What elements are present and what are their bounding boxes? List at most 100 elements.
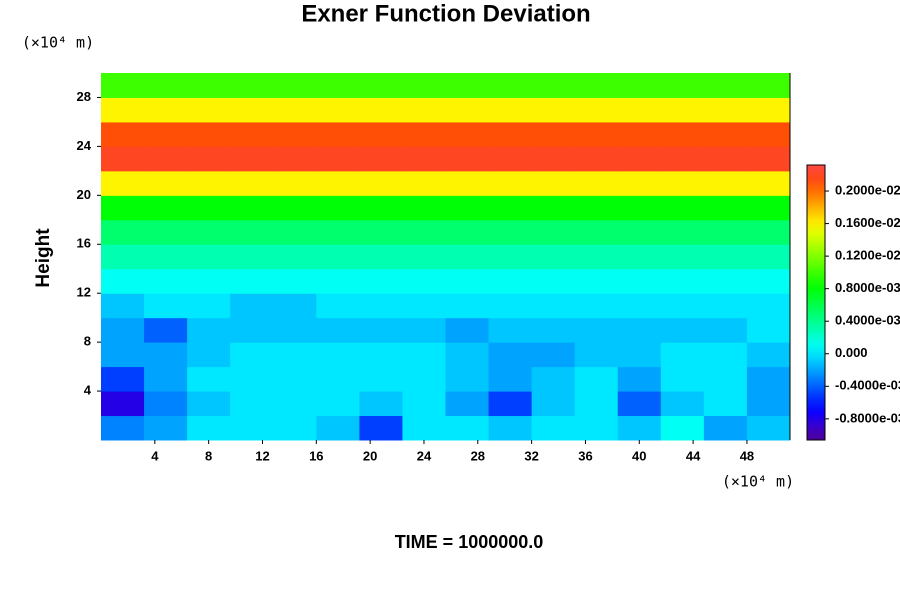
cell	[273, 293, 317, 319]
cell	[488, 293, 533, 319]
cell	[531, 73, 576, 98]
cell	[273, 317, 317, 343]
cell	[703, 415, 748, 441]
cell	[187, 121, 231, 147]
cell	[488, 317, 533, 343]
cell	[574, 195, 619, 221]
cell	[187, 342, 231, 368]
x-tick-label: 44	[686, 448, 701, 463]
cell	[230, 317, 274, 343]
cell	[273, 195, 317, 221]
x-tick-label: 36	[578, 448, 592, 463]
cell	[574, 97, 619, 123]
y-tick-label: 4	[84, 383, 92, 398]
cell	[617, 415, 662, 441]
colorbar-label: -0.8000e-03	[835, 410, 900, 425]
cell	[703, 219, 748, 245]
cell	[574, 170, 619, 196]
cell	[531, 415, 576, 441]
cell	[144, 73, 188, 98]
cell	[617, 146, 662, 172]
cell	[230, 73, 274, 98]
cell	[402, 342, 446, 368]
cell	[230, 121, 274, 147]
cell	[273, 366, 317, 392]
cell	[230, 97, 274, 123]
cell	[230, 342, 274, 368]
cell	[187, 97, 231, 123]
cell	[660, 293, 705, 319]
cell	[660, 170, 705, 196]
cell	[273, 342, 317, 368]
x-tick-label: 12	[255, 448, 269, 463]
cell	[273, 170, 317, 196]
cell	[402, 293, 446, 319]
cell	[445, 219, 490, 245]
time-label: TIME = 1000000.0	[395, 532, 544, 552]
cell	[746, 415, 791, 441]
cell	[617, 219, 662, 245]
cell	[703, 293, 748, 319]
y-tick-label: 12	[77, 285, 91, 300]
cell	[144, 293, 188, 319]
cell	[445, 293, 490, 319]
cell	[144, 219, 188, 245]
cell	[703, 244, 748, 270]
cell	[402, 391, 446, 417]
cell	[488, 73, 533, 98]
cell	[488, 121, 533, 147]
chart-title: Exner Function Deviation	[301, 0, 590, 27]
cell	[359, 121, 403, 147]
cell	[531, 146, 576, 172]
cell	[746, 244, 791, 270]
cell	[359, 366, 403, 392]
cell	[574, 317, 619, 343]
cell	[359, 342, 403, 368]
cell	[187, 293, 231, 319]
cell	[316, 73, 360, 98]
cell	[359, 268, 403, 294]
cell	[187, 73, 231, 98]
cell	[445, 121, 490, 147]
cell	[703, 121, 748, 147]
cell	[703, 73, 748, 98]
cell	[488, 391, 533, 417]
cell	[101, 73, 145, 98]
cell	[144, 97, 188, 123]
x-tick-label: 16	[309, 448, 323, 463]
cell	[445, 317, 490, 343]
cell	[144, 170, 188, 196]
cell	[445, 195, 490, 221]
cell	[230, 244, 274, 270]
cell	[187, 219, 231, 245]
cell	[488, 195, 533, 221]
cell	[746, 97, 791, 123]
cell	[660, 195, 705, 221]
cell	[445, 415, 490, 441]
cell	[617, 366, 662, 392]
cell	[445, 146, 490, 172]
cell	[746, 317, 791, 343]
cell	[273, 244, 317, 270]
cell	[359, 415, 403, 441]
cell	[101, 293, 145, 319]
cell	[187, 244, 231, 270]
cell	[144, 146, 188, 172]
cell	[144, 366, 188, 392]
cell	[574, 121, 619, 147]
colorbar-label: -0.4000e-03	[835, 378, 900, 393]
cell	[660, 219, 705, 245]
cell	[273, 97, 317, 123]
cell	[316, 293, 360, 319]
cell	[660, 97, 705, 123]
cell	[402, 97, 446, 123]
cell	[316, 342, 360, 368]
cell	[746, 73, 791, 98]
cell	[359, 391, 403, 417]
cell	[488, 268, 533, 294]
cell	[660, 146, 705, 172]
cell	[273, 415, 317, 441]
cell	[316, 244, 360, 270]
cell	[746, 268, 791, 294]
cell	[402, 317, 446, 343]
